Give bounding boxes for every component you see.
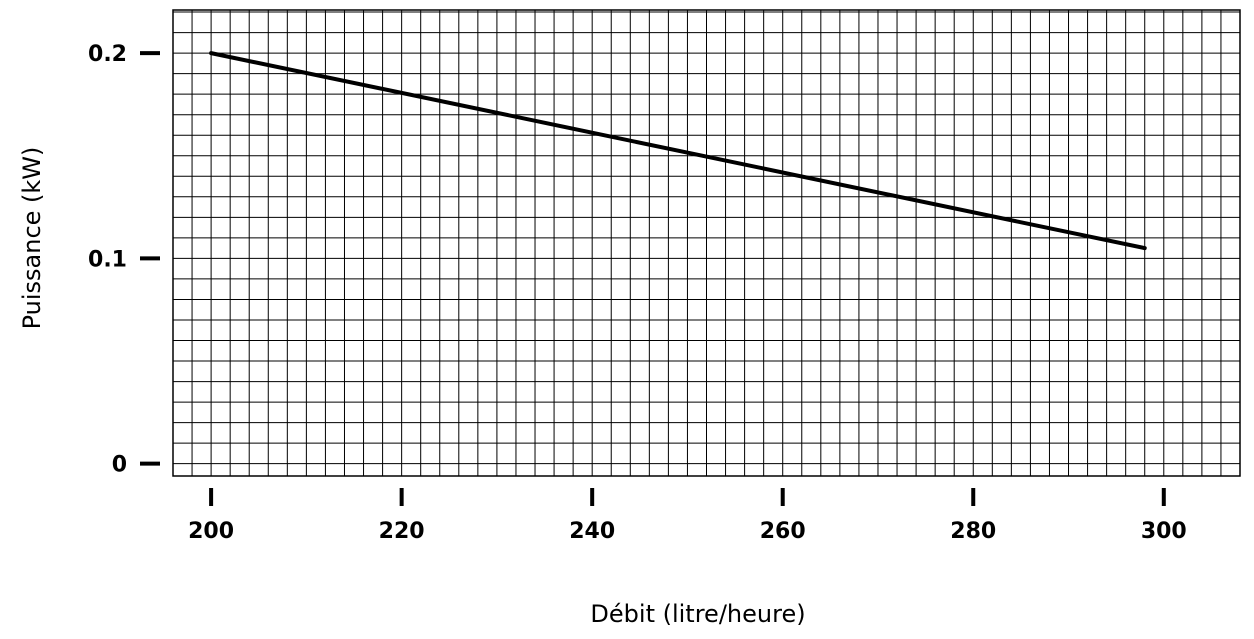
x-tick-label: 300 (1141, 519, 1187, 544)
x-tick-label: 280 (950, 519, 996, 544)
x-tick-label: 260 (760, 519, 806, 544)
x-tick-label: 220 (379, 519, 425, 544)
x-tick-label: 240 (569, 519, 615, 544)
plot-frame (172, 9, 1241, 477)
x-axis-title: Débit (litre/heure) (590, 600, 805, 628)
y-tick-label: 0.1 (88, 247, 127, 272)
x-tick-label: 200 (188, 519, 234, 544)
y-axis: 0 0.1 0.2 (88, 42, 160, 478)
y-tick-label: 0.2 (88, 42, 127, 67)
y-axis-title: Puissance (kW) (18, 147, 46, 330)
grid (173, 10, 1240, 476)
x-axis: 200 220 240 260 280 300 (188, 488, 1187, 544)
series-line (209, 51, 1147, 251)
y-tick-label: 0 (112, 453, 127, 478)
series-layer (209, 51, 1147, 251)
